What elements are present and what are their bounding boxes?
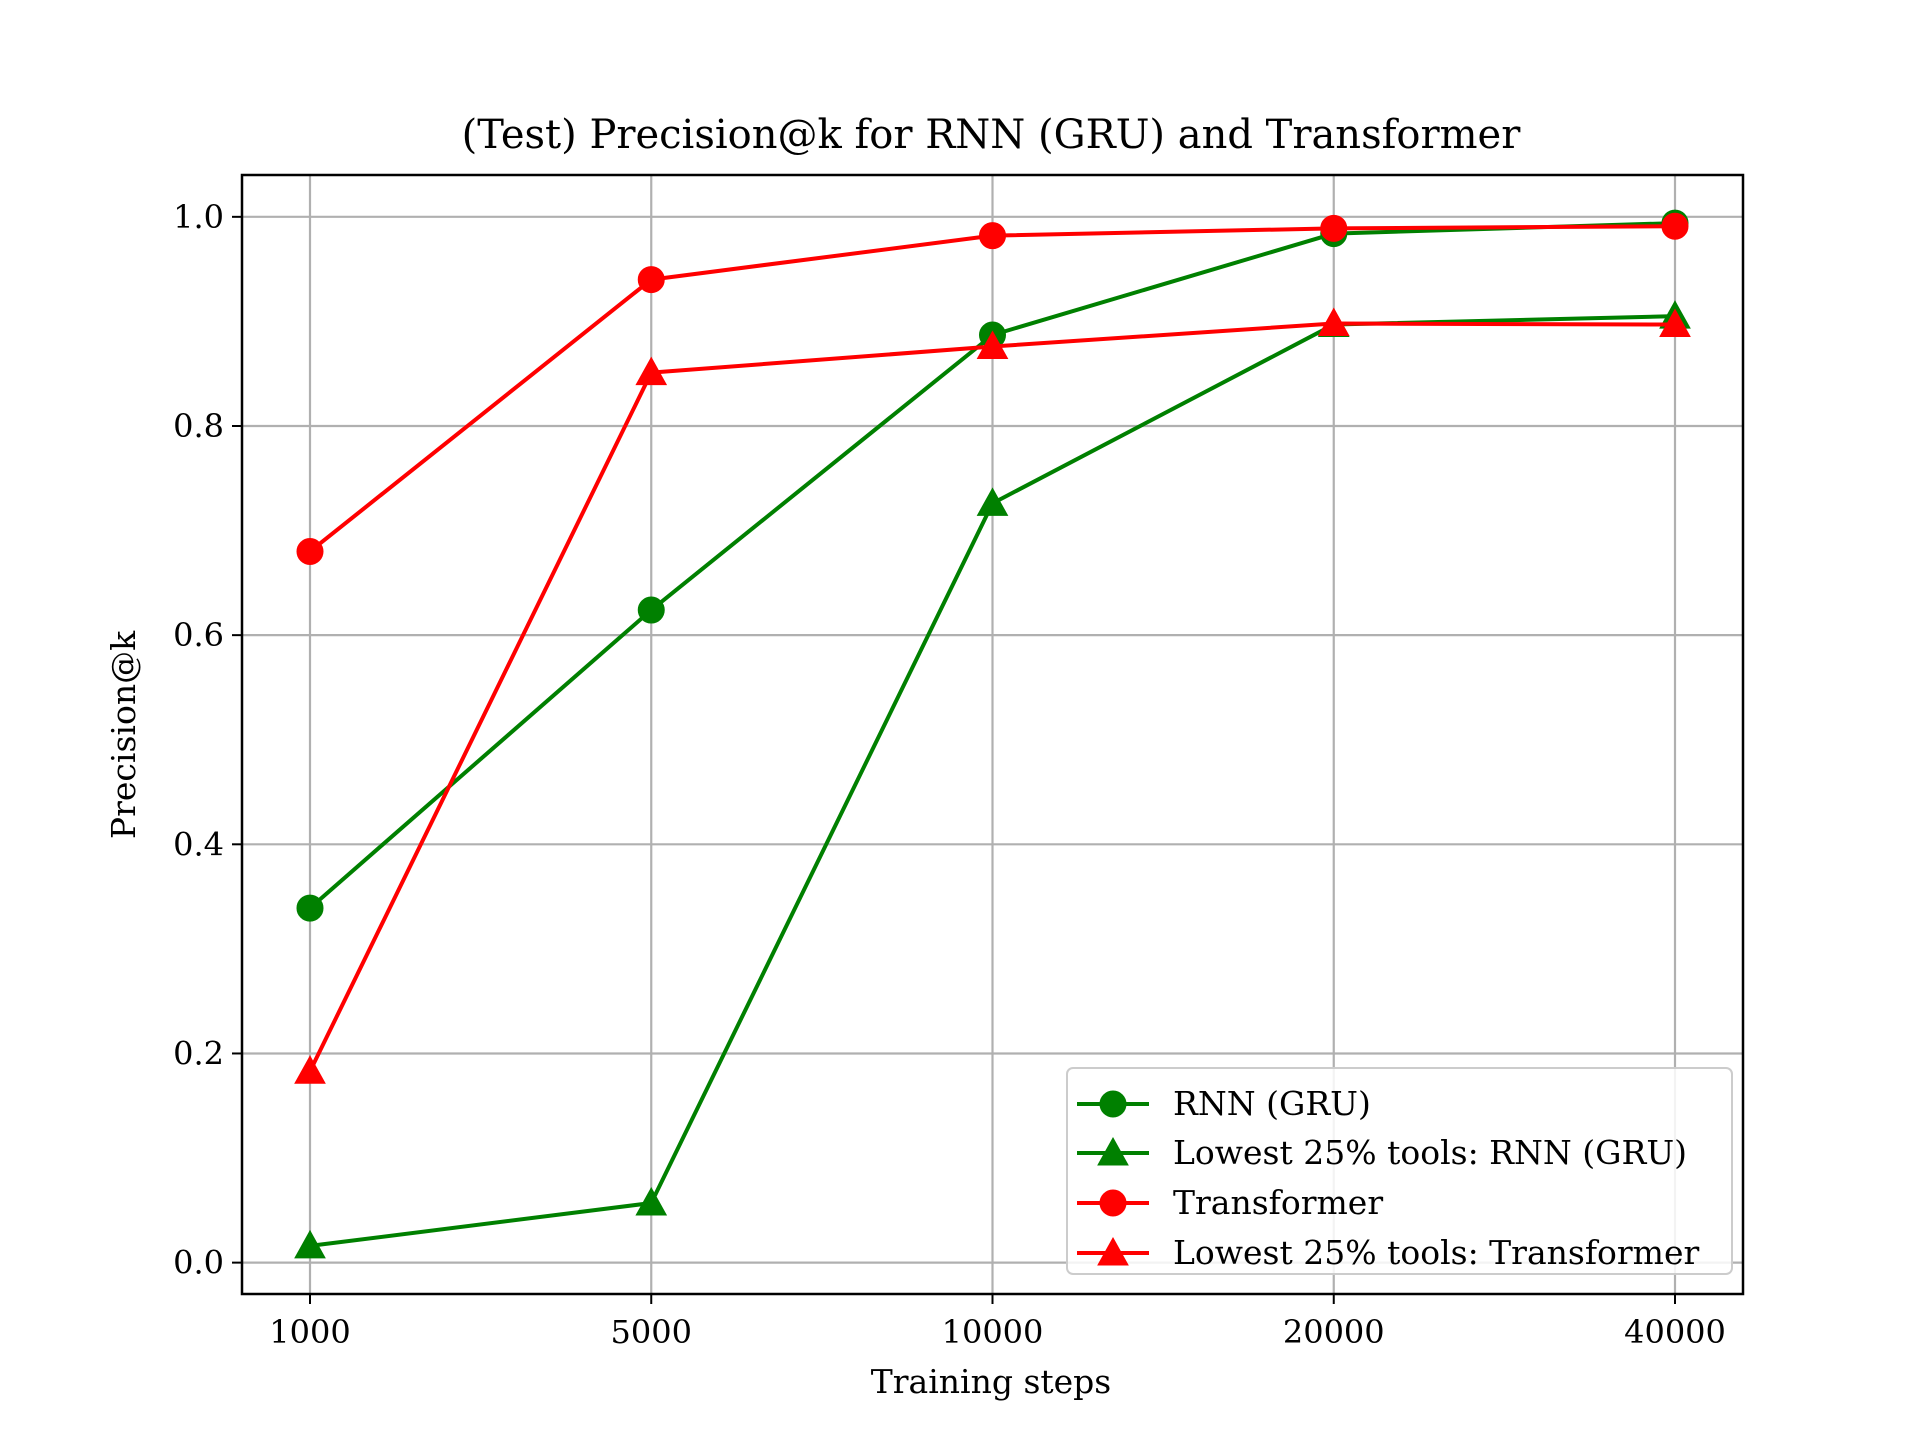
legend-marker (1099, 1189, 1127, 1217)
data-point (635, 1186, 668, 1216)
series-lines (294, 209, 1691, 1259)
data-point (637, 596, 665, 624)
y-axis-ticks: 0.0 0.2 0.4 0.6 0.8 1.0 (173, 198, 242, 1282)
data-point (294, 1229, 326, 1259)
legend-entry: Lowest 25% tools: RNN (GRU) (1077, 1133, 1687, 1172)
y-tick-label: 0.8 (173, 407, 224, 445)
legend-entry: Transformer (1077, 1183, 1383, 1222)
data-point (1659, 308, 1691, 338)
y-tick-label: 0.4 (173, 825, 224, 863)
x-tick-label: 20000 (1283, 1313, 1385, 1351)
legend-marker (1097, 1136, 1129, 1166)
grid-lines (242, 175, 1743, 1294)
data-point (1320, 214, 1348, 242)
legend-box (1066, 1067, 1733, 1275)
legend-label: RNN (GRU) (1173, 1084, 1371, 1123)
x-tick-label: 10000 (942, 1313, 1044, 1351)
x-tick-label: 1000 (269, 1313, 350, 1351)
legend-entry: Lowest 25% tools: Transformer (1077, 1233, 1700, 1272)
data-point (296, 894, 324, 922)
chart-title: (Test) Precision@k for RNN (GRU) and Tra… (462, 112, 1522, 158)
legend-marker (1099, 1090, 1127, 1118)
y-axis-label: Precision@k (104, 630, 143, 839)
data-point (976, 330, 1009, 360)
legend: RNN (GRU) Lowest 25% tools: RNN (GRU) Tran… (1066, 1067, 1733, 1275)
y-tick-label: 0.0 (173, 1244, 224, 1282)
data-point (1317, 307, 1350, 337)
series-3 (296, 212, 1689, 565)
legend-label: Lowest 25% tools: Transformer (1173, 1233, 1700, 1272)
y-tick-label: 0.2 (173, 1034, 224, 1072)
x-axis-ticks: 1000 5000 10000 20000 40000 (269, 1294, 1726, 1351)
x-tick-label: 40000 (1624, 1313, 1726, 1351)
data-point (635, 356, 668, 386)
legend-label: Transformer (1173, 1183, 1383, 1222)
legend-marker (1097, 1236, 1129, 1266)
y-tick-label: 0.6 (173, 616, 224, 654)
data-point (1661, 212, 1689, 240)
legend-entry: RNN (GRU) (1077, 1084, 1371, 1123)
data-point (637, 266, 665, 294)
data-point (294, 1055, 326, 1084)
data-point (976, 487, 1009, 516)
x-axis-label: Training steps (871, 1362, 1111, 1401)
data-point (979, 222, 1006, 250)
legend-label: Lowest 25% tools: RNN (GRU) (1173, 1133, 1687, 1172)
series-4 (294, 307, 1691, 1084)
x-tick-label: 5000 (611, 1313, 692, 1351)
data-point (296, 537, 324, 565)
y-tick-label: 1.0 (173, 198, 224, 236)
